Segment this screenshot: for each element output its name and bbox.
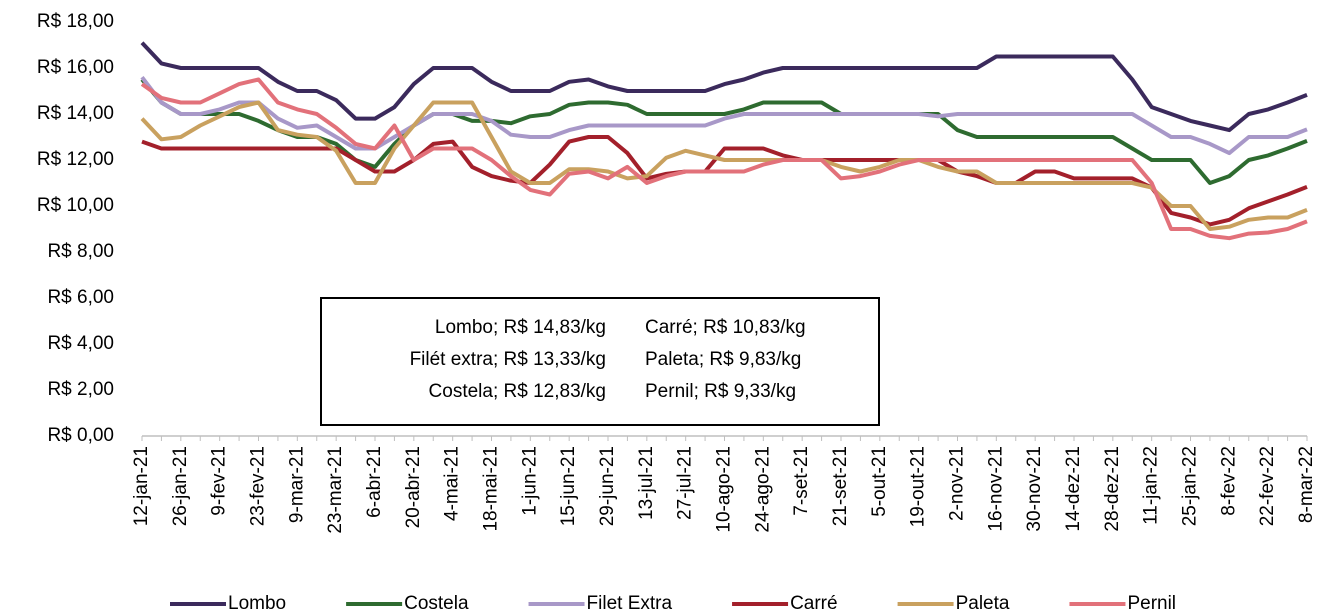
y-tick-label: R$ 0,00 [47, 425, 114, 446]
legend-label: Costela [404, 593, 469, 614]
y-tick-label: R$ 6,00 [47, 287, 114, 308]
x-tick-label: 25-jan-22 [1180, 446, 1201, 526]
x-tick-label: 16-nov-21 [985, 446, 1006, 532]
x-tick-label: 26-jan-21 [170, 446, 191, 526]
x-tick-label: 21-set-21 [830, 446, 851, 526]
x-tick-label: 23-mar-21 [325, 446, 346, 534]
x-tick-label: 23-fev-21 [248, 446, 269, 526]
x-tick-label: 9-mar-21 [286, 446, 307, 523]
legend-label: Carré [790, 593, 838, 614]
annotation-box [320, 297, 880, 426]
x-tick-label: 10-ago-21 [714, 446, 735, 533]
y-tick-label: R$ 8,00 [47, 241, 114, 262]
x-tick-label: 8-fev-22 [1218, 446, 1239, 516]
annotation: Filét extra; R$ 13,33/kg [410, 349, 606, 370]
annotation: Carré; R$ 10,83/kg [645, 317, 806, 338]
y-tick-label: R$ 14,00 [37, 103, 114, 124]
x-tick-label: 15-jun-21 [558, 446, 579, 526]
y-tick-label: R$ 16,00 [37, 57, 114, 78]
series-line [140, 78, 1308, 185]
series-line [140, 41, 1308, 133]
annotation: Costela; R$ 12,83/kg [429, 381, 606, 402]
annotation: Pernil; R$ 9,33/kg [645, 381, 796, 402]
x-tick-label: 18-mai-21 [481, 446, 502, 532]
x-tick-label: 9-fev-21 [209, 446, 230, 516]
x-tick-label: 24-ago-21 [752, 446, 773, 533]
x-tick-label: 11-jan-22 [1141, 446, 1162, 525]
y-tick-label: R$ 10,00 [37, 195, 114, 216]
series-line [140, 100, 1308, 231]
y-tick-label: R$ 4,00 [47, 333, 114, 354]
x-tick-label: 5-out-21 [869, 446, 890, 517]
x-tick-label: 1-jun-21 [519, 446, 540, 516]
legend-label: Filet Extra [587, 593, 673, 614]
annotation: Paleta; R$ 9,83/kg [645, 349, 801, 370]
x-tick-label: 20-abr-21 [403, 446, 424, 528]
x-tick-label: 6-abr-21 [364, 446, 385, 518]
x-tick-label: 7-set-21 [791, 446, 812, 516]
series-line [140, 75, 1308, 156]
x-tick-label: 14-dez-21 [1063, 446, 1084, 532]
legend-label: Pernil [1127, 593, 1176, 614]
x-tick-label: 8-mar-22 [1296, 446, 1317, 523]
x-tick-label: 29-jun-21 [597, 446, 618, 526]
legend-label: Lombo [228, 593, 286, 614]
legend-label: Paleta [956, 593, 1010, 614]
x-tick-label: 22-fev-22 [1257, 446, 1278, 526]
x-tick-label: 28-dez-21 [1102, 446, 1123, 532]
x-tick-label: 27-jul-21 [675, 446, 696, 520]
series-line [140, 77, 1308, 241]
annotation: Lombo; R$ 14,83/kg [435, 317, 606, 338]
x-tick-label: 2-nov-21 [947, 446, 968, 521]
x-tick-label: 12-jan-21 [131, 446, 152, 526]
y-tick-label: R$ 2,00 [47, 379, 114, 400]
x-tick-label: 4-mai-21 [442, 446, 463, 521]
x-tick-label: 30-nov-21 [1024, 446, 1045, 532]
y-tick-label: R$ 18,00 [37, 11, 114, 32]
x-tick-label: 13-jul-21 [636, 446, 657, 520]
x-tick-label: 19-out-21 [908, 446, 929, 527]
y-tick-label: R$ 12,00 [37, 149, 114, 170]
